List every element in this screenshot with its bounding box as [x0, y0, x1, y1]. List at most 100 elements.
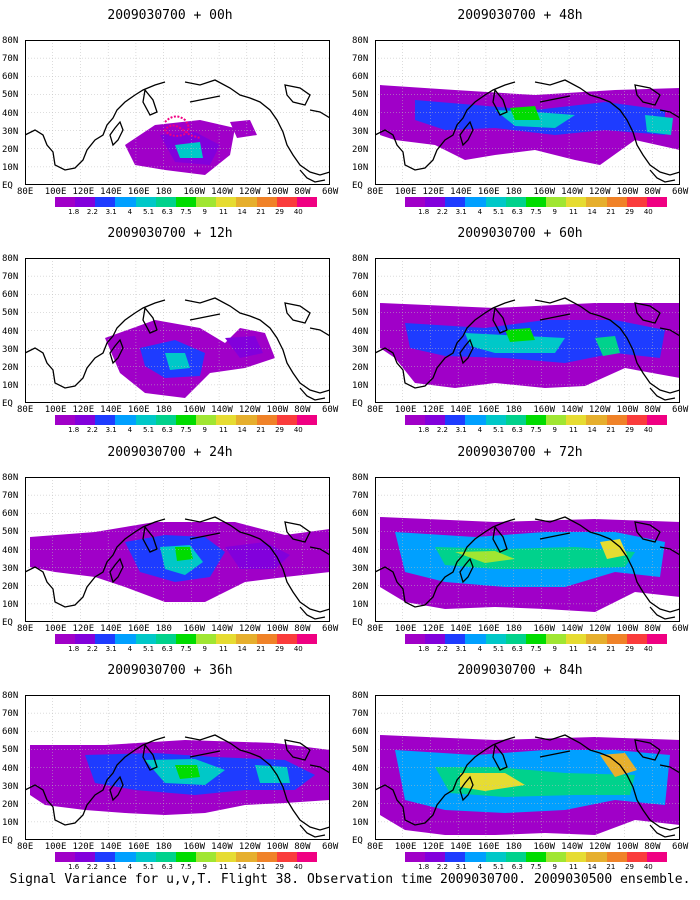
lon-label: 100W [266, 842, 289, 852]
colorbar-swatch [216, 197, 237, 207]
coastline [184, 79, 330, 176]
colorbar-label: 1.8 [68, 645, 80, 653]
lon-label: 80E [367, 405, 384, 415]
lon-label: 100E [394, 187, 417, 197]
colorbar-label: 1.8 [418, 645, 430, 653]
lon-label: 140E [100, 405, 122, 415]
colorbar-label: 9 [202, 645, 207, 653]
colorbar-label: 21 [606, 863, 616, 871]
colorbar-swatch [505, 415, 526, 425]
colorbar-label: 6.3 [161, 863, 173, 871]
lat-label: 70N [2, 54, 19, 65]
colorbar-label: 21 [256, 208, 266, 216]
forecast-panel: 2009030700 + 48h 80N 70N 60N 50N 40N 30N 20N 10N… [350, 0, 690, 218]
lon-label: 160W [183, 405, 206, 415]
map-frame [375, 258, 680, 403]
coastline [492, 525, 508, 553]
lon-label: 100W [616, 842, 639, 852]
colorbar-label: 11 [568, 645, 578, 653]
lon-label: 160E [477, 624, 500, 634]
coastline [534, 297, 680, 394]
lon-label: 120W [238, 842, 261, 852]
colorbar-label: 3.1 [455, 863, 467, 871]
colorbar-label: 6.3 [511, 208, 523, 216]
colorbar-label: 21 [256, 645, 266, 653]
lat-label: 40N [2, 763, 19, 774]
lat-label: 10N [2, 817, 19, 828]
coastline [659, 764, 680, 774]
colorbar-labels: 1.8 2.2 3.1 4 5.1 6.3 7.5 9 11 14 21 29 40 [405, 208, 667, 218]
colorbar-swatch [505, 852, 526, 862]
colorbar-swatch [405, 852, 426, 862]
coastline [534, 734, 680, 831]
lat-label: 70N [352, 272, 369, 283]
coastline [634, 521, 661, 543]
colorbar-label: 4 [477, 208, 483, 216]
colorbar-swatch [465, 415, 486, 425]
colorbar-label: 21 [606, 208, 616, 216]
colorbar-swatch [236, 415, 257, 425]
colorbar-label: 40 [643, 863, 653, 871]
coastline [184, 516, 330, 613]
coastline [539, 313, 571, 321]
lon-label: 60W [322, 624, 339, 634]
colorbar-label: 7.5 [530, 208, 542, 216]
variance-contour [505, 328, 535, 342]
colorbar-swatch [445, 634, 466, 644]
colorbar-label: 29 [625, 208, 635, 216]
colorbar-swatch [155, 852, 176, 862]
variance-contour [175, 547, 193, 561]
lon-label: 140E [100, 624, 122, 634]
colorbar-swatch [505, 197, 526, 207]
lat-label: 50N [352, 745, 369, 756]
colorbar-swatch [196, 852, 217, 862]
lon-label: 60W [672, 187, 689, 197]
colorbar-swatch [505, 634, 526, 644]
forecast-panel: 2009030700 + 60h 80N 70N 60N 50N 40N 30N 20N 10N… [350, 218, 690, 434]
lat-label: 30N [2, 126, 19, 137]
lat-label: EQ [352, 836, 363, 846]
colorbar-label: 9 [552, 208, 557, 216]
colorbar-label: 14 [237, 863, 247, 871]
colorbar-swatch [216, 634, 237, 644]
lat-label: EQ [352, 399, 363, 409]
coastline [459, 338, 474, 365]
colorbar-label: 6.3 [511, 645, 523, 653]
colorbar-label: 6.3 [161, 426, 173, 434]
forecast-panel: 2009030700 + 36h 80N 70N 60N 50N 40N 30N 20N 10N… [0, 655, 340, 871]
lat-label: 10N [352, 162, 369, 173]
colorbar-label: 14 [587, 208, 597, 216]
colorbar-swatch [135, 415, 156, 425]
colorbar-label: 5.1 [492, 426, 505, 434]
colorbar-swatch [586, 197, 607, 207]
lat-label: 20N [352, 581, 369, 592]
colorbar-label: 40 [293, 645, 303, 653]
colorbar-swatch [256, 634, 277, 644]
colorbar-swatch [256, 415, 277, 425]
colorbar-swatch [626, 415, 647, 425]
variance-map [25, 258, 330, 403]
colorbar-label: 14 [587, 863, 597, 871]
lat-label: 50N [2, 308, 19, 319]
coastline [142, 88, 158, 116]
colorbar-label: 21 [256, 863, 266, 871]
coastline [649, 387, 676, 401]
colorbar-swatch [626, 634, 647, 644]
lon-label: 60W [322, 187, 339, 197]
lat-label: 50N [352, 527, 369, 538]
colorbar-swatch [606, 634, 627, 644]
colorbar-swatch [196, 415, 217, 425]
lon-label: 60W [672, 842, 689, 852]
colorbar-swatch [546, 197, 567, 207]
colorbar-swatch [405, 415, 426, 425]
lon-label: 100E [394, 405, 417, 415]
lon-label: 140E [450, 187, 472, 197]
lat-label: 60N [2, 290, 19, 301]
colorbar-label: 6.3 [161, 208, 173, 216]
lat-label: EQ [2, 181, 13, 191]
colorbar-swatch [135, 852, 156, 862]
lat-label: 70N [352, 709, 369, 720]
colorbar-swatch [276, 634, 297, 644]
colorbar-label: 11 [218, 426, 228, 434]
colorbar-swatch [566, 415, 587, 425]
